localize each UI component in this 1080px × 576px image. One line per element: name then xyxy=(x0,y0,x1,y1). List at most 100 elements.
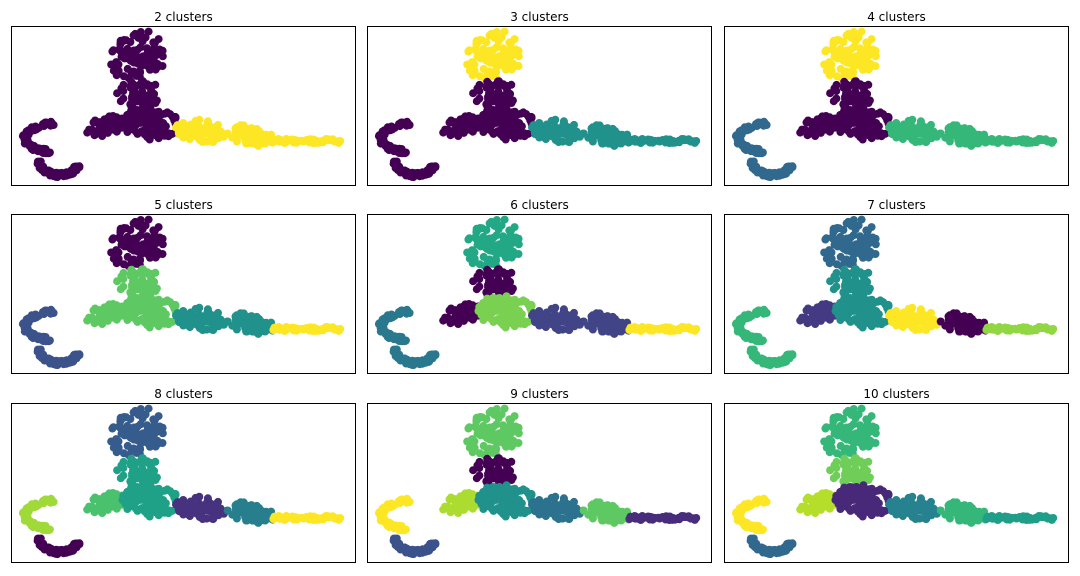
scatter-point xyxy=(788,350,797,359)
scatter-point xyxy=(98,509,107,517)
scatter-point xyxy=(498,428,507,437)
scatter-point xyxy=(926,131,934,140)
scatter-point xyxy=(116,97,125,106)
scatter-point xyxy=(133,305,142,314)
scatter-point xyxy=(448,306,457,315)
scatter-point xyxy=(42,307,51,316)
scatter-point xyxy=(822,46,831,55)
scatter-point xyxy=(755,307,764,316)
scatter-point xyxy=(484,469,492,478)
scatter-point xyxy=(374,320,383,329)
scatter-point xyxy=(743,314,752,323)
scatter-point xyxy=(34,144,43,153)
scatter-point xyxy=(588,132,597,141)
scatter-point xyxy=(133,117,142,126)
scatter-point xyxy=(500,215,509,224)
scatter-point xyxy=(490,33,499,42)
scatter-point xyxy=(116,285,125,294)
scatter-point xyxy=(152,299,161,308)
cluster-segment-3 xyxy=(746,157,797,182)
scatter-point xyxy=(142,505,151,514)
scatter-point xyxy=(588,311,597,320)
scatter-point xyxy=(646,135,655,144)
cluster-segment-3 xyxy=(33,157,84,182)
scatter-point xyxy=(625,138,634,146)
scatter-point xyxy=(210,500,219,509)
scatter-point xyxy=(1015,136,1024,144)
scatter-point xyxy=(862,308,870,316)
scatter-point xyxy=(232,123,241,132)
cluster-segment-4 xyxy=(439,112,483,140)
scatter-point xyxy=(625,326,634,334)
panel-title: 6 clusters xyxy=(510,198,569,212)
scatter-point xyxy=(766,361,775,370)
scatter-point xyxy=(128,469,136,478)
scatter-point xyxy=(855,122,864,130)
cluster-segment-2 xyxy=(18,117,58,158)
scatter-point xyxy=(1041,324,1050,333)
scatter-point xyxy=(569,131,577,140)
scatter-point xyxy=(197,503,206,511)
scatter-point xyxy=(92,306,101,315)
scatter-point xyxy=(559,305,568,314)
scatter-point xyxy=(20,327,29,336)
scatter-point xyxy=(386,126,395,135)
scatter-point xyxy=(1015,324,1024,332)
scatter-point xyxy=(376,139,385,148)
scatter-point xyxy=(149,415,158,424)
scatter-point xyxy=(158,234,167,243)
scatter-point xyxy=(495,438,504,446)
cluster-segment-0 xyxy=(820,215,880,271)
scatter-point xyxy=(822,66,831,75)
scatter-point xyxy=(468,116,477,125)
scatter-point xyxy=(495,61,504,69)
scatter-point xyxy=(853,268,862,277)
scatter-point xyxy=(475,449,484,458)
scatter-point xyxy=(75,350,84,359)
scatter-point xyxy=(158,423,167,432)
scatter-point xyxy=(197,510,206,519)
scatter-point xyxy=(120,413,129,421)
scatter-point xyxy=(109,234,118,243)
scatter-point xyxy=(840,313,849,322)
scatter-point xyxy=(506,46,515,55)
scatter-point xyxy=(505,38,514,47)
scatter-point xyxy=(34,521,43,530)
scatter-point xyxy=(149,438,158,447)
scatter-point xyxy=(126,226,135,234)
scatter-point xyxy=(482,226,491,234)
scatter-point xyxy=(119,114,128,123)
scatter-point xyxy=(475,87,484,95)
scatter-point xyxy=(479,421,488,430)
scatter-point xyxy=(92,318,101,327)
scatter-point xyxy=(559,117,568,126)
scatter-point xyxy=(134,33,143,42)
scatter-point xyxy=(140,99,149,108)
panel-title: 4 clusters xyxy=(867,10,926,24)
scatter-plot-area xyxy=(724,214,1069,374)
scatter-point xyxy=(139,249,148,257)
scatter-point xyxy=(500,404,509,413)
plot-frame xyxy=(11,26,356,186)
scatter-point xyxy=(172,123,180,132)
scatter-point xyxy=(496,268,505,277)
scatter-point xyxy=(158,52,167,61)
scatter-point xyxy=(133,494,142,503)
scatter-point xyxy=(127,257,136,266)
scatter-point xyxy=(232,500,241,509)
scatter-point xyxy=(841,280,849,289)
scatter-point xyxy=(853,287,862,296)
scatter-point xyxy=(157,121,166,130)
scatter-point xyxy=(180,317,189,326)
plot-frame xyxy=(724,214,1069,374)
scatter-point xyxy=(144,404,153,413)
scatter-point xyxy=(120,36,129,44)
scatter-point xyxy=(158,240,167,249)
cluster-segment-8 xyxy=(982,323,1058,335)
scatter-point xyxy=(483,446,492,455)
scatter-point xyxy=(465,423,474,432)
scatter-point xyxy=(34,332,43,341)
scatter-point xyxy=(553,133,562,142)
scatter-point xyxy=(213,319,221,328)
